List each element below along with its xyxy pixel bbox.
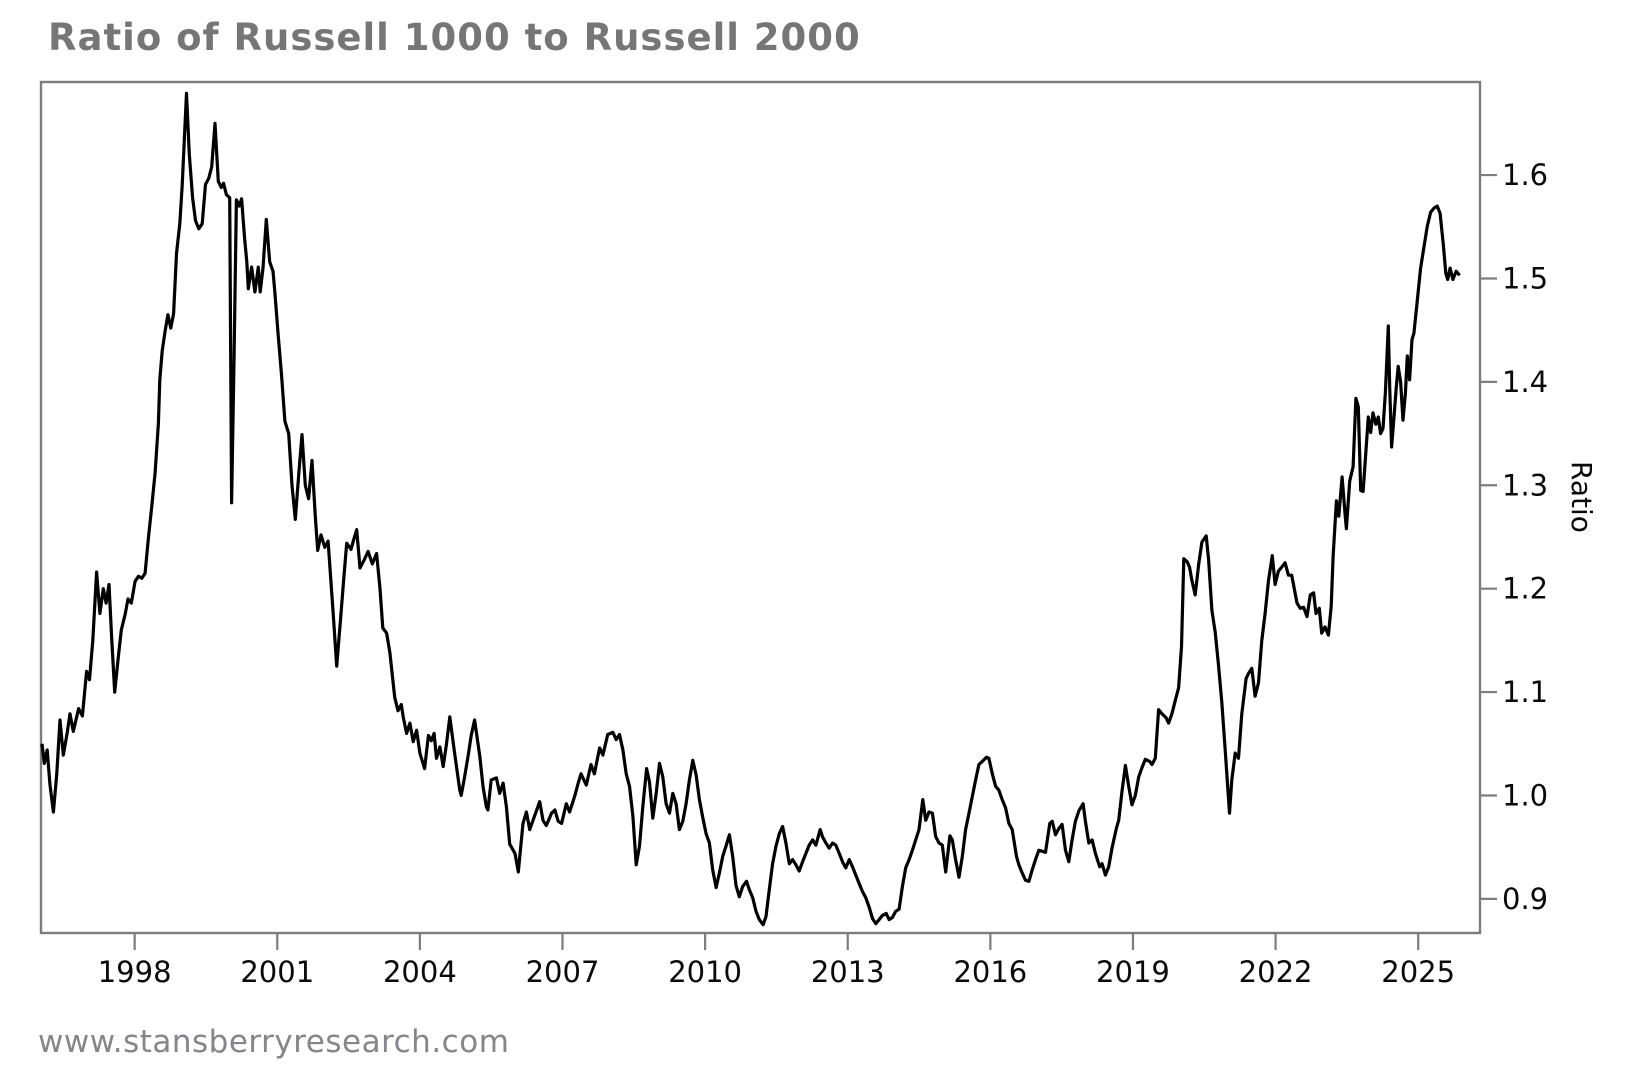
y-tick-label: 1.4: [1502, 365, 1548, 399]
x-tick-label: 2004: [383, 955, 457, 989]
x-tick-label: 2001: [240, 955, 314, 989]
y-tick-label: 1.0: [1502, 778, 1548, 812]
x-tick-label: 2013: [811, 955, 885, 989]
y-tick-label: 1.5: [1502, 261, 1548, 295]
plot-border: [39, 80, 1482, 935]
y-axis-title: Ratio: [1565, 461, 1598, 533]
ratio-line-series: [40, 91, 1461, 927]
x-tick-label: 2025: [1381, 955, 1455, 989]
source-watermark: www.stansberryresearch.com: [38, 1024, 510, 1060]
y-tick-label: 1.2: [1502, 572, 1548, 606]
chart-title: Ratio of Russell 1000 to Russell 2000: [48, 16, 861, 59]
y-tick-label: 1.6: [1502, 158, 1548, 192]
x-tick-label: 2016: [953, 955, 1027, 989]
y-tick-label: 1.3: [1502, 468, 1548, 502]
y-tick-label: 0.9: [1502, 882, 1548, 916]
y-tick-label: 1.1: [1502, 675, 1548, 709]
x-tick-label: 2022: [1239, 955, 1313, 989]
x-tick-label: 2010: [668, 955, 742, 989]
x-tick-label: 2007: [526, 955, 600, 989]
x-axis-ticks: 1998 2001 2004 2007 2010 2013 2016 2019 2022 2025: [98, 933, 1455, 989]
x-tick-label: 1998: [98, 955, 172, 989]
x-tick-label: 2019: [1096, 955, 1170, 989]
y-axis-ticks: 0.9 1.0 1.1 1.2 1.3 1.4 1.5 1.6: [1480, 158, 1548, 916]
